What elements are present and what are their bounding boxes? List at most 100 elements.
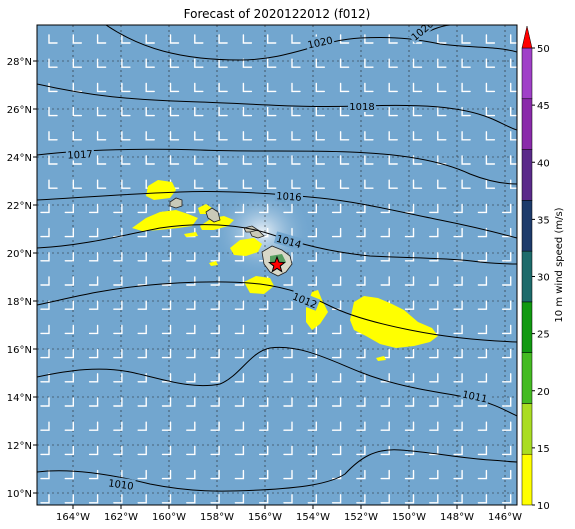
wind-barb (267, 106, 277, 117)
isobar-labels: 1020 1020 1018 1017 1016 1014 1012 1011 … (65, 25, 490, 493)
wind-barb (88, 421, 99, 431)
wind-barb (186, 252, 196, 262)
wind-barb (259, 445, 269, 456)
wind-barb (186, 421, 196, 431)
wind-barb (388, 106, 398, 117)
wind-barb (234, 397, 245, 407)
wind-barb (477, 373, 488, 383)
wind-barb (267, 179, 277, 189)
wind-barb (307, 421, 317, 431)
x-tick-label: 162°W (104, 512, 138, 523)
wind-barb (210, 300, 220, 310)
wind-barb (194, 131, 204, 141)
wind-barb (380, 227, 390, 238)
colorbar-tick-label: 15 (537, 444, 550, 455)
wind-barb (356, 469, 366, 480)
wind-barb (404, 276, 415, 286)
wind-barb (380, 276, 390, 286)
x-tick-label: 156°W (248, 512, 282, 523)
wind-barb (72, 34, 82, 44)
wind-barb (234, 348, 245, 359)
wind-barb (502, 324, 512, 335)
wind-barb (242, 82, 253, 93)
wind-barb (234, 227, 245, 238)
wind-barb (113, 348, 123, 359)
wind-barb (307, 348, 317, 359)
wind-barb (315, 155, 325, 165)
wind-barb (259, 203, 269, 214)
wind-barb (234, 469, 245, 480)
colorbar-segment (521, 200, 533, 252)
wind-barb (510, 131, 517, 141)
wind-barb (356, 348, 366, 359)
wind-barb (234, 494, 245, 504)
wind-barb (502, 276, 512, 286)
wind-barb (40, 324, 50, 335)
wind-barb (331, 324, 342, 335)
wind-barb (364, 155, 374, 165)
wind-barb (48, 34, 58, 44)
wind-barb (364, 131, 374, 141)
wind-barb (218, 155, 228, 165)
wind-barb (186, 494, 196, 504)
wind-barb (429, 397, 439, 407)
wind-barb (453, 348, 463, 359)
wind-barb (161, 397, 172, 407)
wind-barb (113, 397, 123, 407)
wind-barb (259, 397, 269, 407)
wind-barb (48, 82, 58, 93)
wind-barb (259, 494, 269, 504)
wind-barb (388, 179, 398, 189)
wind-barb (339, 82, 350, 93)
wind-barb (137, 203, 147, 214)
wind-barb (283, 494, 293, 504)
wind-barb (388, 82, 398, 93)
wind-barb (283, 373, 293, 383)
wind-barb (429, 348, 439, 359)
wind-barb (88, 445, 99, 456)
wind-barb (64, 203, 74, 214)
island-oahu (205, 207, 221, 223)
x-tick-label: 154°W (296, 512, 330, 523)
wind-barb (137, 494, 147, 504)
wind-barb (291, 34, 301, 44)
wind-barb (48, 179, 58, 189)
colorbar: 10 15 20 25 30 35 40 45 50 (521, 25, 550, 512)
y-tick-label: 18°N (7, 297, 32, 308)
wind-barb (186, 276, 196, 286)
wind-barb (145, 106, 155, 117)
wind-barb (145, 34, 155, 44)
wind-barb (234, 203, 245, 214)
wind-barb (113, 252, 123, 262)
wind-barb (510, 106, 517, 117)
wind-barb (291, 179, 301, 189)
wind-barb (412, 179, 423, 189)
wind-barb (291, 155, 301, 165)
wind-barb (356, 227, 366, 238)
x-tick-label: 148°W (440, 512, 474, 523)
wind-barb (502, 252, 512, 262)
wind-barb (477, 203, 488, 214)
y-tick-label: 10°N (7, 489, 32, 500)
shade-small-3 (376, 356, 386, 361)
contour-label-1018: 1018 (349, 102, 374, 113)
wind-barb (437, 34, 447, 44)
wind-barb (437, 58, 447, 68)
wind-barb (40, 373, 50, 383)
wind-barb (453, 300, 463, 310)
wind-barb (267, 155, 277, 165)
wind-barb (453, 276, 463, 286)
wind-barb (364, 179, 374, 189)
wind-barb (242, 34, 253, 44)
shade-small-2 (209, 261, 218, 266)
x-tick-label: 152°W (344, 512, 378, 523)
wind-barb (502, 421, 512, 431)
wind-barb (339, 155, 350, 165)
colorbar-tick-label: 10 (537, 501, 550, 512)
wind-barb (307, 373, 317, 383)
wind-barb (307, 494, 317, 504)
wind-barb (502, 494, 512, 504)
colorbar-segment (521, 301, 533, 353)
x-tick-label: 160°W (152, 512, 186, 523)
wind-barb (307, 397, 317, 407)
